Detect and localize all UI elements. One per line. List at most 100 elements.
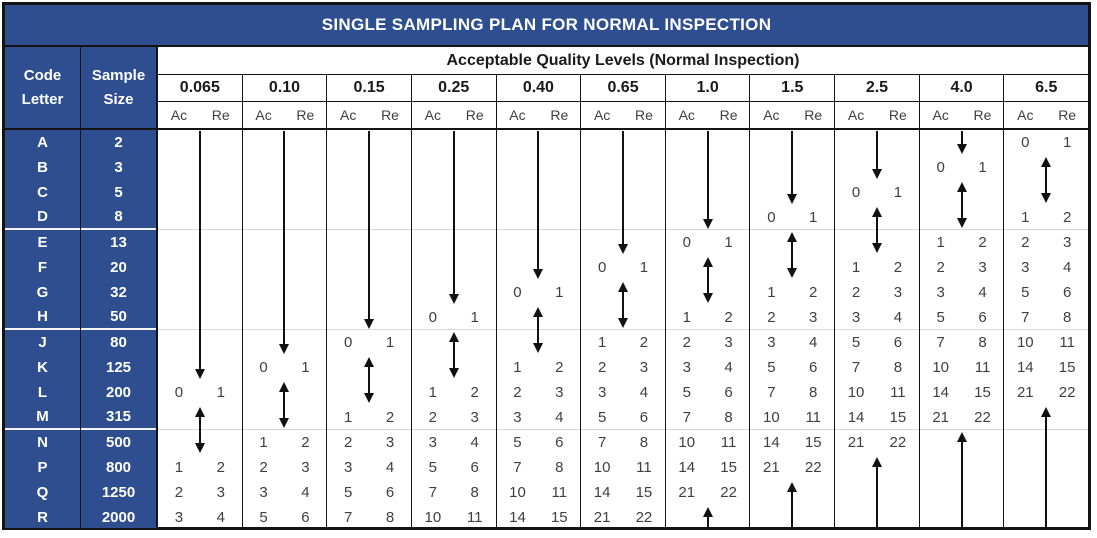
ac-value: 0 [259,359,268,376]
ac-value: 21 [678,484,696,501]
double-arrow-icon [537,316,540,343]
aql-level-value: 0.65 [607,79,639,96]
ac-value: 7 [851,359,861,376]
plan-cell: 14 15 [750,430,834,455]
aql-level-value: 1.0 [696,79,719,96]
ac-value: 5 [1021,284,1030,301]
ac-value: 0 [767,208,776,226]
sample-size-cell: 3 [81,155,156,180]
code-letter-cell: Q [5,480,80,505]
code-letter-cell: E [5,230,80,255]
plan-column: 0 1 1 2 2 3 3 4 5 6 7 8 10 11 14 15 21 22 [918,130,1004,529]
re-value: 8 [809,384,818,401]
re-value: 6 [978,308,987,326]
sample-size-value: 13 [110,234,127,251]
ac-value: 2 [682,334,691,351]
plan-cell: 14 15 [920,380,1004,405]
re-value: 8 [1062,308,1072,326]
double-arrow-down-head-icon [787,268,798,278]
plan-cell: 10 11 [412,505,496,530]
code-letter-value: R [37,509,48,526]
code-letter-header: Code Letter [5,47,81,128]
ac-value: 0 [428,308,437,326]
plan-cell: 10 11 [750,405,835,430]
ac-value: 3 [1021,259,1030,276]
aql-level-header: 1.5 [749,75,834,101]
re-value: 1 [301,359,310,376]
ac-value: 14 [932,384,950,401]
sampling-plan-table: SINGLE SAMPLING PLAN FOR NORMAL INSPECTI… [2,2,1091,530]
sample-size-column: 2 3 5 8 13 20 32 50 80 125 200 315 500 800 1250 2000 [81,130,158,528]
ac-value: 5 [259,509,268,526]
sample-size-value: 2 [114,134,123,151]
ac-value: 2 [767,308,776,326]
sample-size-value: 80 [110,334,127,351]
ac-value: 7 [767,384,776,401]
ac-value: 3 [851,308,861,326]
plan-cell: 21 22 [750,455,834,480]
re-value: 15 [889,408,907,426]
re-value: 1 [724,234,733,251]
re-value: 4 [639,384,649,401]
ac-re-labels-row: Ac Re Ac Re Ac Re Ac Re Ac Re Ac Re Ac Re Ac Re Ac Re Ac Re… [158,102,1088,128]
ac-value: 7 [597,434,607,451]
sample-size-cell: 315 [81,405,156,430]
down-arrowhead-icon [448,294,459,304]
re-value: 15 [635,484,653,501]
down-arrow-icon [960,131,963,145]
re-label: Re [381,107,399,123]
re-value: 4 [978,284,987,301]
double-arrow-icon [1045,166,1048,193]
sample-size-cell: 20 [81,255,156,280]
down-arrowhead-icon [871,169,882,179]
ac-value: 3 [513,408,522,426]
ac-value: 1 [1021,208,1030,226]
double-arrow-up-head-icon [279,382,290,392]
aql-level-header: 0.10 [241,75,327,101]
code-letter-cell: R [5,505,80,530]
ac-value: 21 [847,434,865,451]
aql-level-value: 1.5 [781,79,804,96]
ac-value: 10 [424,509,442,526]
down-arrow-icon [791,131,794,195]
up-arrow-icon [960,441,963,529]
ac-value: 5 [513,434,522,451]
re-label: Re [296,107,315,123]
re-value: 3 [555,384,564,401]
ac-label: Ac [509,107,526,123]
double-arrow-down-head-icon [871,243,882,253]
re-value: 2 [470,384,479,401]
double-arrow-down-head-icon [533,343,544,353]
ac-value: 3 [936,284,945,301]
re-label: Re [634,107,653,123]
sample-size-value: 20 [110,259,127,276]
re-value: 3 [724,334,733,351]
ac-label: Ac [340,107,357,123]
sample-size-value: 125 [105,359,132,376]
plan-cell: 14 15 [581,480,665,505]
plan-cell: 21 22 [581,505,665,530]
ac-label: Ac [1017,107,1034,123]
aql-level-header: 0.40 [495,75,581,101]
ac-value: 5 [597,408,607,426]
code-letter-value: F [37,259,48,276]
sample-size-cell: 500 [81,430,156,455]
re-value: 22 [889,434,907,451]
re-value: 3 [301,459,310,476]
ac-label: Ac [763,107,780,123]
